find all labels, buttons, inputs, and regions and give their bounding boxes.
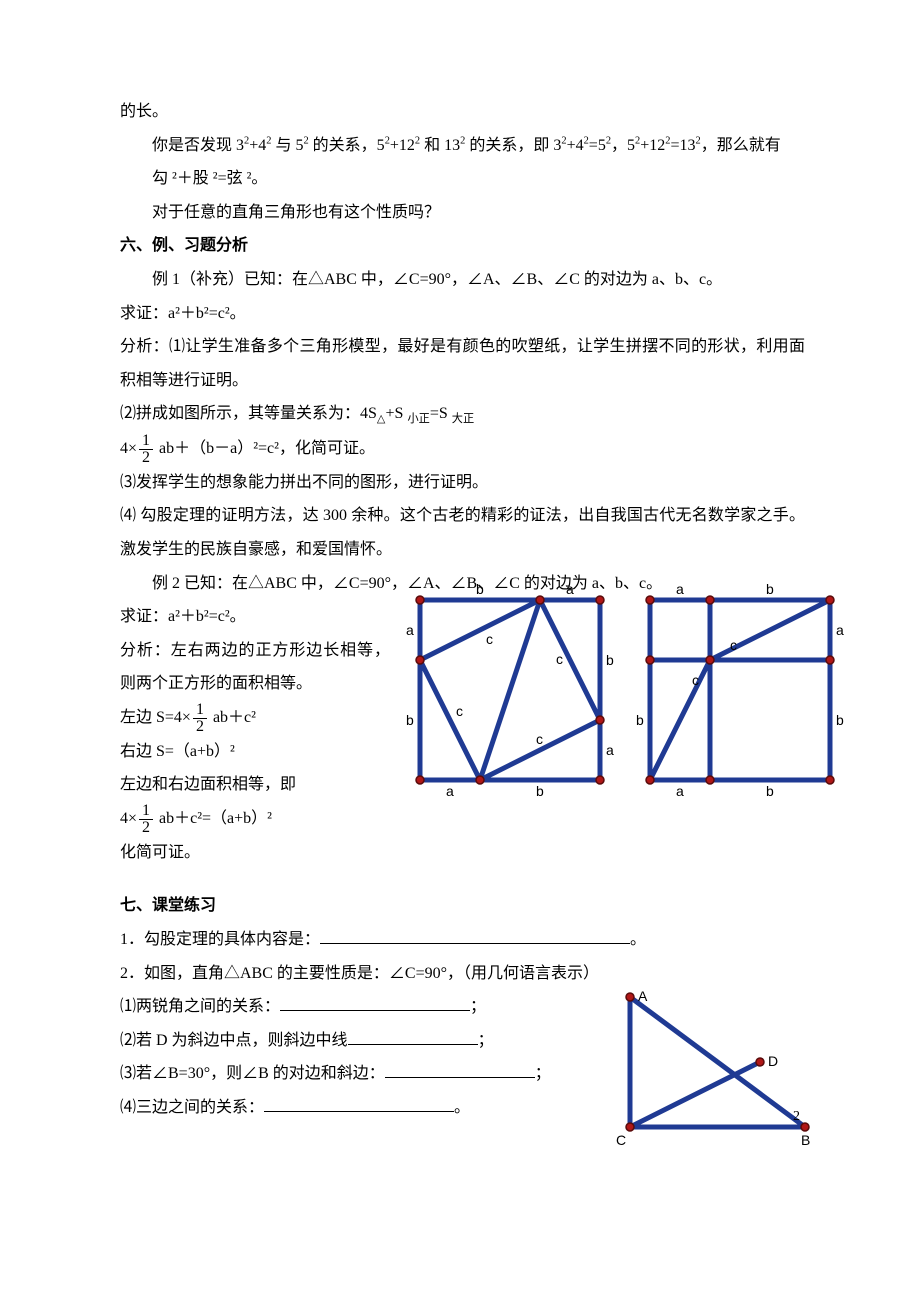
- body-text: 求证：a²＋b²=c²。: [120, 297, 805, 331]
- svg-text:b: b: [766, 783, 774, 799]
- body-text: 的长。: [120, 95, 805, 129]
- exercise-item: 2．如图，直角△ABC 的主要性质是：∠C=90°，（用几何语言表示）: [120, 957, 610, 991]
- body-text: 化简可证。: [120, 836, 390, 870]
- body-text: ⑶发挥学生的想象能力拼出不同的图形，进行证明。: [120, 466, 805, 500]
- body-text: ⑷ 勾股定理的证明方法，达 300 余种。这个古老的精彩的证法，出自我国古代无名…: [120, 499, 805, 566]
- body-text: 右边 S=（a+b）²: [120, 735, 390, 769]
- body-text: 你是否发现 32+42 与 52 的关系，52+122 和 132 的关系，即 …: [120, 129, 805, 163]
- svg-text:c: c: [486, 631, 493, 647]
- svg-text:c: c: [456, 703, 463, 719]
- svg-text:c: c: [730, 637, 737, 653]
- body-text: 左边和右边面积相等，即: [120, 768, 390, 802]
- svg-text:b: b: [836, 712, 844, 728]
- body-text: ⑵拼成如图所示，其等量关系为：4S△+S 小正=S 大正: [120, 397, 805, 432]
- body-text: 勾 ²＋股 ²=弦 ²。: [120, 162, 805, 196]
- svg-text:a: a: [676, 783, 684, 799]
- svg-text:b: b: [766, 581, 774, 597]
- svg-text:b: b: [406, 712, 414, 728]
- svg-text:a: a: [676, 581, 684, 597]
- section-heading: 七、课堂练习: [120, 889, 805, 923]
- exercise-item: ⑵若 D 为斜边中点，则斜边中线；: [120, 1024, 610, 1058]
- svg-text:c: c: [556, 651, 563, 667]
- svg-text:a: a: [566, 581, 574, 597]
- svg-text:a: a: [836, 622, 844, 638]
- svg-text:b: b: [536, 783, 544, 799]
- section-heading: 六、例、习题分析: [120, 229, 805, 263]
- svg-text:b: b: [636, 712, 644, 728]
- svg-text:A: A: [638, 988, 648, 1004]
- proof-diagram-left: b a a b b a a b c c c c: [400, 580, 620, 810]
- body-text: 求证：a²＋b²=c²。: [120, 600, 390, 634]
- body-text: 4×12 ab＋（b－a）²=c²，化简可证。: [120, 432, 805, 466]
- svg-text:b: b: [476, 581, 484, 597]
- exercise-item: ⑴两锐角之间的关系：；: [120, 990, 610, 1024]
- svg-text:a: a: [446, 783, 454, 799]
- body-text: 左边 S=4×12 ab＋c²: [120, 701, 390, 735]
- body-text: 4×12 ab＋c²=（a+b）²: [120, 802, 390, 836]
- svg-text:c: c: [536, 731, 543, 747]
- exercise-item: ⑷三边之间的关系：。: [120, 1091, 610, 1125]
- svg-text:a: a: [606, 742, 614, 758]
- svg-text:C: C: [616, 1132, 626, 1148]
- svg-text:B: B: [801, 1132, 810, 1148]
- body-text: 分析：⑴让学生准备多个三角形模型，最好是有颜色的吹塑纸，让学生拼摆不同的形状，利…: [120, 330, 805, 397]
- body-text: 分析：左右两边的正方形边长相等，则两个正方形的面积相等。: [120, 634, 390, 701]
- svg-text:b: b: [606, 652, 614, 668]
- page-number: 2: [793, 1109, 800, 1125]
- svg-text:D: D: [768, 1053, 778, 1069]
- svg-text:c: c: [692, 672, 699, 688]
- triangle-diagram: A B C D: [610, 987, 820, 1157]
- exercise-item: ⑶若∠B=30°，则∠B 的对边和斜边：；: [120, 1057, 610, 1091]
- body-text: 例 1（补充）已知：在△ABC 中，∠C=90°，∠A、∠B、∠C 的对边为 a…: [120, 263, 805, 297]
- body-text: 对于任意的直角三角形也有这个性质吗？: [120, 196, 805, 230]
- svg-text:a: a: [406, 622, 414, 638]
- proof-diagram-right: a b a b b a b c c: [630, 580, 850, 810]
- exercise-item: 1．勾股定理的具体内容是：。: [120, 923, 805, 957]
